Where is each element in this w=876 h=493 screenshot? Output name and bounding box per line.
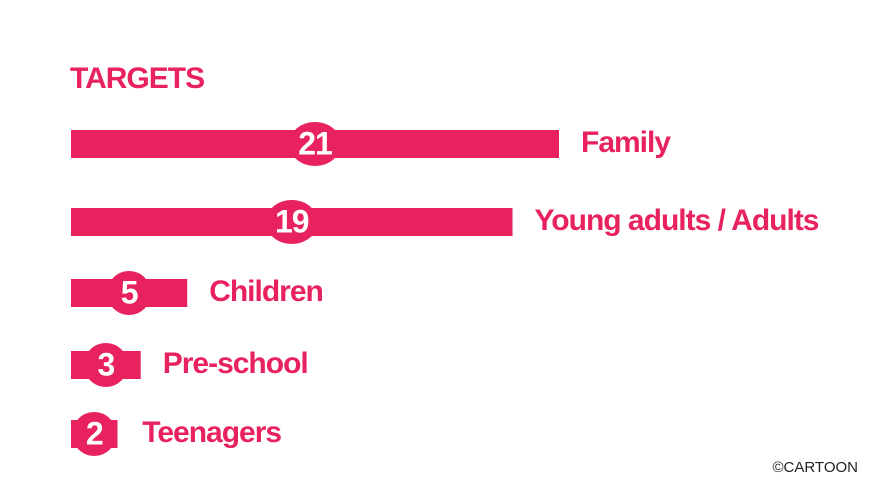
category-label: Young adults / Adults bbox=[535, 204, 819, 237]
credit: ©CARTOON bbox=[772, 459, 858, 476]
value-badge bbox=[265, 200, 318, 244]
value-badge bbox=[83, 343, 128, 387]
value-label: 3 bbox=[97, 346, 114, 382]
category-label: Pre-school bbox=[163, 347, 308, 380]
value-badge bbox=[107, 271, 152, 315]
value-label: 19 bbox=[275, 203, 309, 239]
value-label: 21 bbox=[298, 125, 332, 161]
category-label: Family bbox=[581, 126, 671, 159]
chart-title: TARGETS bbox=[70, 62, 204, 95]
value-badge bbox=[289, 122, 341, 166]
value-label: 2 bbox=[86, 415, 103, 451]
category-label: Teenagers bbox=[142, 416, 281, 449]
value-badge bbox=[72, 412, 117, 456]
value-label: 5 bbox=[121, 274, 138, 310]
category-label: Children bbox=[209, 275, 323, 308]
